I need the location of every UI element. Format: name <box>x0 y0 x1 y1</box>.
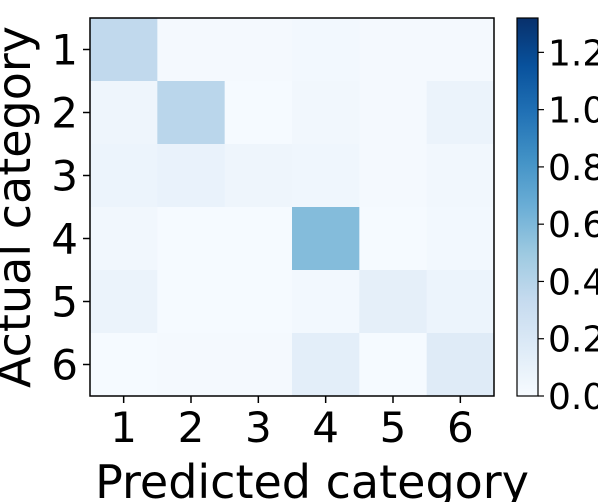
heatmap-cell-r1-c2 <box>157 18 226 82</box>
x-tick-label: 3 <box>245 403 272 452</box>
heatmap-cell-r1-c3 <box>224 18 293 82</box>
heatmap-cell-r2-c6 <box>426 81 495 145</box>
heatmap-cell-r6-c5 <box>359 333 428 397</box>
heatmap-cell-r4-c5 <box>359 207 428 271</box>
colorbar-tick-label: 1.0 <box>548 91 598 132</box>
heatmap-cell-r2-c4 <box>292 81 360 145</box>
heatmap-cell-r2-c5 <box>359 81 428 145</box>
heatmap-cell-r5-c1 <box>90 270 158 334</box>
heatmap-cell-r4-c1 <box>90 207 158 271</box>
colorbar-ticks: 0.0 0.2 0.4 0.6 0.8 1.0 1.2 <box>538 33 598 418</box>
heatmap-cell-r3-c5 <box>359 144 428 208</box>
colorbar-frame <box>516 17 539 397</box>
heatmap-cell-r3-c3 <box>224 144 293 208</box>
colorbar-tick-label: 0.2 <box>548 320 598 361</box>
heatmap-cell-r4-c6 <box>426 207 495 271</box>
heatmap-cell-r2-c3 <box>224 81 293 145</box>
y-tick-label: 6 <box>51 341 78 390</box>
colorbar-tick-label: 1.2 <box>548 33 598 74</box>
heatmap-cell-r3-c1 <box>90 144 158 208</box>
colorbar <box>517 18 538 396</box>
heatmap-cell-r6-c3 <box>224 333 293 397</box>
heatmap-cell-r4-c2 <box>157 207 226 271</box>
colorbar-tick-label: 0.4 <box>548 262 598 303</box>
heatmap-cell-r1-c4 <box>292 18 360 82</box>
heatmap-cells <box>90 18 495 397</box>
heatmap-cell-r3-c2 <box>157 144 226 208</box>
y-tick-label: 3 <box>51 152 78 201</box>
heatmap-cell-r4-c4 <box>292 207 360 271</box>
y-axis-title: Actual category <box>0 26 41 388</box>
plot-frame <box>89 17 495 397</box>
y-tick-label: 1 <box>51 26 78 75</box>
x-axis-title: Predicted category <box>95 455 529 502</box>
heatmap-cell-r5-c2 <box>157 270 226 334</box>
y-tick-label: 2 <box>51 89 78 138</box>
heatmap-cell-r5-c4 <box>292 270 360 334</box>
heatmap-cell-r5-c6 <box>426 270 495 334</box>
heatmap-cell-r5-c3 <box>224 270 293 334</box>
y-tick-label: 5 <box>51 278 78 327</box>
heatmap-cell-r1-c5 <box>359 18 428 82</box>
colorbar-tick-label: 0.8 <box>548 148 598 189</box>
heatmap-cell-r1-c6 <box>426 18 495 82</box>
heatmap-cell-r2-c1 <box>90 81 158 145</box>
heatmap-cell-r4-c3 <box>224 207 293 271</box>
x-tick-label: 2 <box>178 403 205 452</box>
colorbar-tick-label: 0.6 <box>548 205 598 246</box>
heatmap-cell-r3-c6 <box>426 144 495 208</box>
heatmap-cell-r6-c4 <box>292 333 360 397</box>
x-tick-label: 1 <box>110 403 137 452</box>
y-tick-label: 4 <box>51 215 78 264</box>
heatmap-cell-r6-c1 <box>90 333 158 397</box>
heatmap-cell-r3-c4 <box>292 144 360 208</box>
colorbar-tick-label: 0.0 <box>548 377 598 418</box>
y-axis-ticks: 1 2 3 4 5 6 <box>51 26 90 390</box>
heatmap-cell-r1-c1 <box>90 18 158 82</box>
x-tick-label: 6 <box>447 403 474 452</box>
x-tick-label: 4 <box>312 403 339 452</box>
heatmap-cell-r2-c2 <box>157 81 226 145</box>
heatmap-cell-r6-c6 <box>426 333 495 397</box>
heatmap-cell-r6-c2 <box>157 333 226 397</box>
heatmap-cell-r5-c5 <box>359 270 428 334</box>
x-tick-label: 5 <box>380 403 407 452</box>
